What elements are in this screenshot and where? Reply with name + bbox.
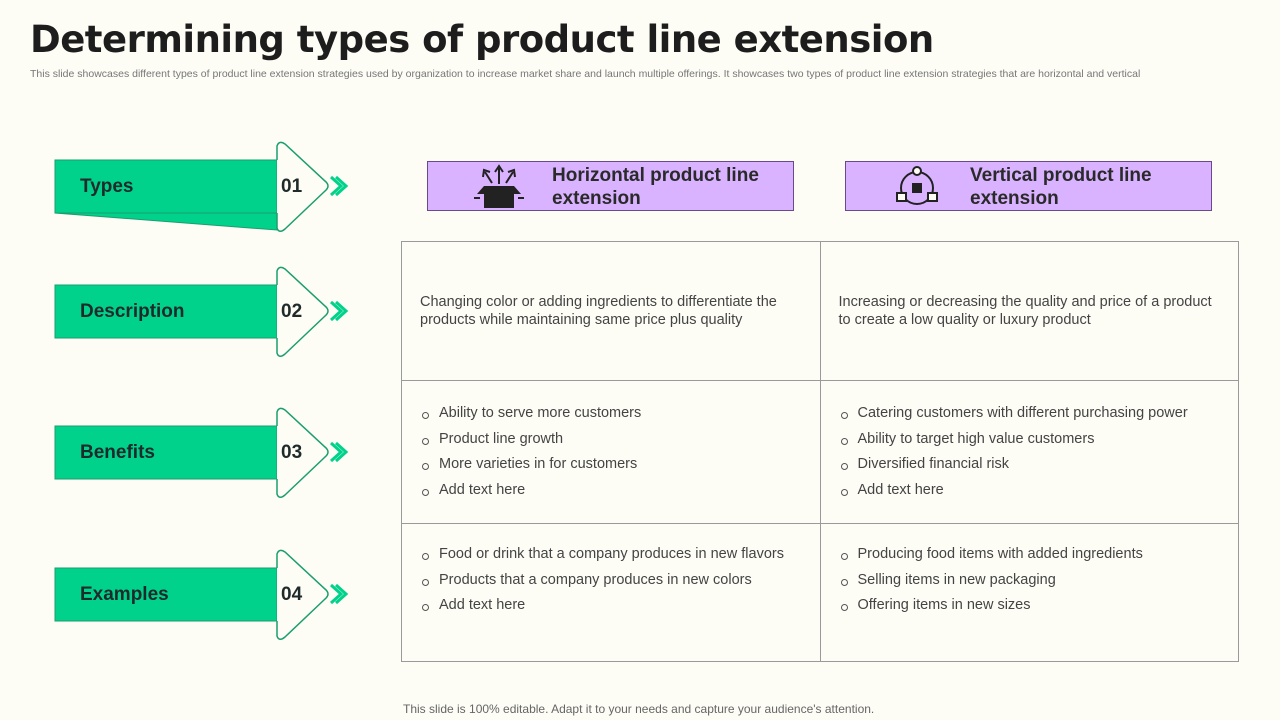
examples-list: Producing food items with added ingredie… [839, 542, 1221, 619]
arrow-tab-shape [54, 407, 349, 498]
list-item: Products that a company produces in new … [420, 568, 802, 594]
table-cell: Changing color or adding ingredients to … [401, 241, 821, 381]
row-label-text: Benefits [80, 442, 155, 463]
row-label-text: Examples [80, 584, 169, 605]
row-number: 04 [281, 584, 303, 605]
row-label-text: Description [80, 301, 185, 322]
row-label-benefits: Benefits 03 [54, 407, 355, 503]
table-row-examples: Food or drink that a company produces in… [401, 523, 1239, 662]
row-number: 03 [281, 442, 303, 463]
table-row-benefits: Ability to serve more customers Product … [401, 380, 1239, 524]
list-item: Food or drink that a company produces in… [420, 542, 802, 568]
table-cell: Ability to serve more customers Product … [401, 380, 821, 524]
table-cell: Increasing or decreasing the quality and… [819, 241, 1239, 381]
benefits-list: Ability to serve more customers Product … [420, 401, 802, 503]
list-item: Diversified financial risk [839, 452, 1221, 478]
row-label-text: Types [80, 176, 134, 197]
page-title: Determining types of product line extens… [30, 18, 934, 61]
arrow-tab-shape [54, 266, 349, 357]
list-item: More varieties in for customers [420, 452, 802, 478]
list-item: Offering items in new sizes [839, 593, 1221, 619]
box-arrows-icon [474, 164, 524, 208]
product-network-icon [896, 166, 938, 205]
table-cell: Producing food items with added ingredie… [819, 523, 1239, 662]
row-number: 01 [281, 176, 303, 197]
arrow-tab-shape [54, 141, 349, 232]
comparison-table: Changing color or adding ingredients to … [401, 241, 1239, 662]
list-item: Ability to target high value customers [839, 427, 1221, 453]
list-item: Add text here [839, 478, 1221, 504]
row-label-examples: Examples 04 [54, 549, 355, 645]
examples-list: Food or drink that a company produces in… [420, 542, 802, 619]
list-item: Add text here [420, 593, 802, 619]
column-header-title: Vertical product line extension [970, 165, 1152, 209]
arrow-tab-shape [54, 549, 349, 640]
benefits-list: Catering customers with different purcha… [839, 401, 1221, 503]
column-header-horizontal: Horizontal product line extension [427, 161, 794, 211]
description-text: Increasing or decreasing the quality and… [838, 294, 1212, 328]
row-label-types: Types 01 [54, 141, 355, 237]
list-item: Catering customers with different purcha… [839, 401, 1221, 427]
row-label-description: Description 02 [54, 266, 355, 362]
page-subtitle: This slide showcases different types of … [30, 68, 1141, 80]
table-cell: Catering customers with different purcha… [819, 380, 1239, 524]
list-item: Add text here [420, 478, 802, 504]
table-cell: Food or drink that a company produces in… [401, 523, 821, 662]
column-header-vertical: Vertical product line extension [845, 161, 1212, 211]
list-item: Producing food items with added ingredie… [839, 542, 1221, 568]
table-row-description: Changing color or adding ingredients to … [401, 241, 1239, 381]
list-item: Ability to serve more customers [420, 401, 802, 427]
list-item: Selling items in new packaging [839, 568, 1221, 594]
column-header-title: Horizontal product line extension [552, 165, 759, 209]
list-item: Product line growth [420, 427, 802, 453]
footer-note: This slide is 100% editable. Adapt it to… [403, 702, 875, 716]
row-number: 02 [281, 301, 303, 322]
description-text: Changing color or adding ingredients to … [420, 294, 777, 328]
